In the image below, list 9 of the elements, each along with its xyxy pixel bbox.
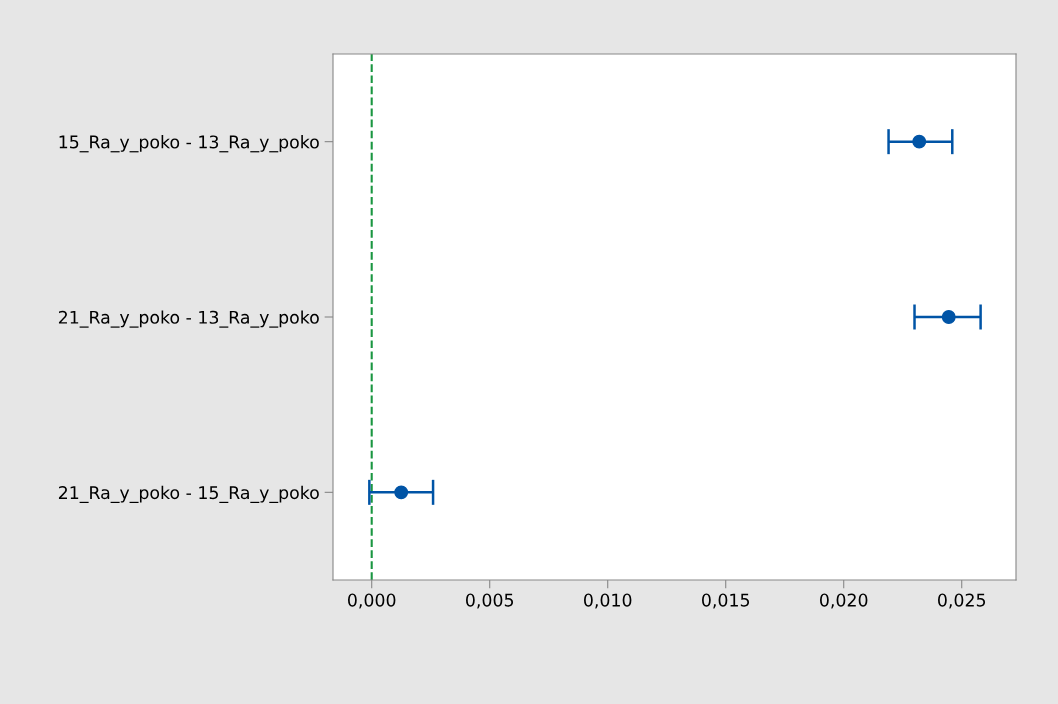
y-tick-label: 15_Ra_y_poko - 13_Ra_y_poko — [59, 135, 319, 153]
x-tick-label: 0,020 — [820, 593, 868, 609]
x-tick-label: 0,000 — [348, 593, 396, 609]
y-tick-label: 21_Ra_y_poko - 15_Ra_y_poko — [58, 485, 319, 504]
x-tick-label: 0,010 — [584, 593, 632, 609]
x-tick-label: 0,005 — [466, 593, 514, 609]
y-tick-label: 21_Ra_y_poko - 13_Ra_y_poko — [58, 310, 319, 328]
x-tick-label: 0,015 — [702, 593, 750, 609]
x-tick-label: 0,025 — [938, 593, 986, 609]
